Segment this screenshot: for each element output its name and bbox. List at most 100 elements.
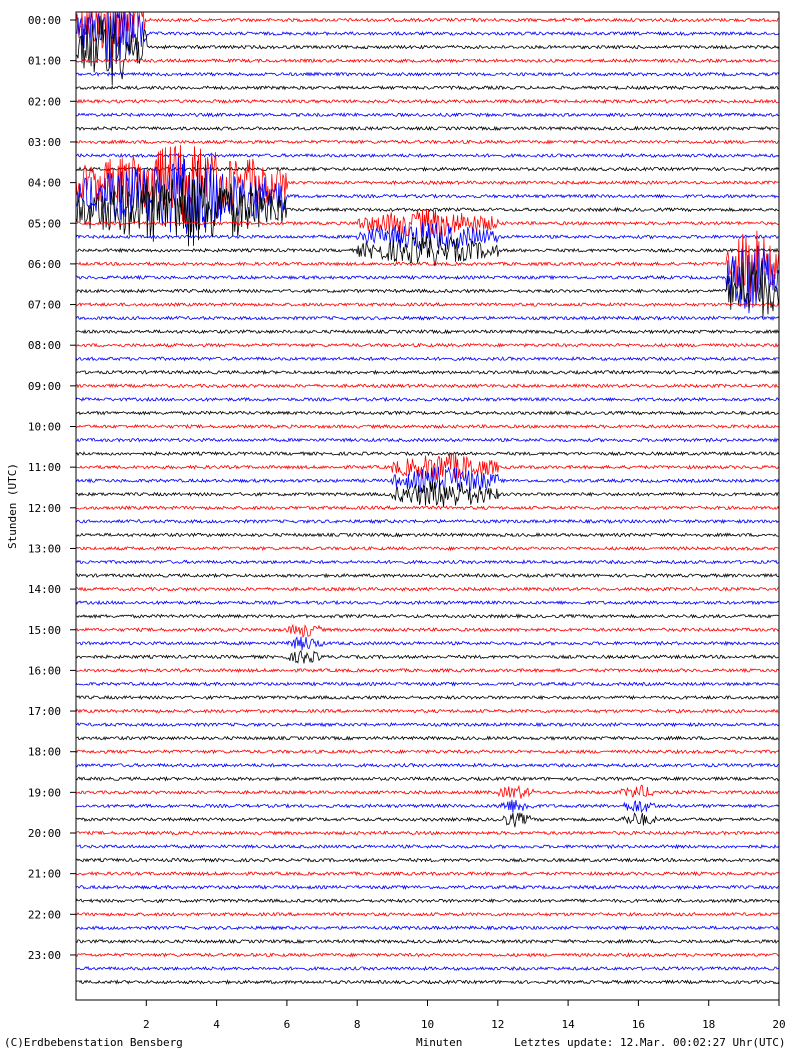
seismic-trace xyxy=(75,139,780,145)
seismic-trace xyxy=(75,911,780,917)
seismic-trace xyxy=(75,450,780,457)
seismic-trace xyxy=(75,222,780,251)
seismic-trace xyxy=(75,85,780,91)
seismic-trace xyxy=(75,870,780,877)
seismic-trace xyxy=(75,649,780,664)
seismic-trace xyxy=(75,830,780,836)
seismic-trace xyxy=(75,667,780,674)
seismic-trace xyxy=(75,466,780,494)
seismic-trace xyxy=(75,979,780,985)
seismic-trace xyxy=(75,748,780,755)
x-tick-label: 6 xyxy=(284,1018,291,1031)
seismic-trace xyxy=(75,559,780,565)
x-ticks: 2 4 6 8 10 12 14 16 18 20 xyxy=(143,1000,786,1031)
seismic-trace xyxy=(75,10,779,58)
seismic-trace xyxy=(75,410,780,416)
seismic-trace xyxy=(75,236,780,267)
y-tick-label: 20:00 xyxy=(28,827,61,840)
seismic-trace xyxy=(75,166,780,172)
seismic-trace xyxy=(75,369,780,376)
y-tick-label: 09:00 xyxy=(28,380,61,393)
seismic-trace xyxy=(75,776,780,782)
seismic-trace xyxy=(75,328,780,335)
y-tick-label: 02:00 xyxy=(28,95,61,108)
y-tick-label: 23:00 xyxy=(28,949,61,962)
seismic-trace xyxy=(75,708,780,714)
seismic-trace xyxy=(75,843,780,850)
seismic-trace xyxy=(75,355,780,362)
seismic-trace xyxy=(76,342,780,348)
y-tick-label: 07:00 xyxy=(28,299,61,312)
seismic-trace xyxy=(75,613,779,620)
y-axis-label: Stunden (UTC) xyxy=(6,463,19,549)
y-tick-label: 21:00 xyxy=(28,868,61,881)
seismic-trace xyxy=(75,11,780,68)
y-tick-label: 15:00 xyxy=(28,624,61,637)
x-tick-label: 2 xyxy=(143,1018,150,1031)
y-tick-label: 00:00 xyxy=(28,14,61,27)
y-tick-label: 06:00 xyxy=(28,258,61,271)
seismic-trace xyxy=(75,98,780,105)
seismic-trace xyxy=(76,208,780,239)
seismic-trace xyxy=(75,799,780,814)
y-tick-label: 12:00 xyxy=(28,502,61,515)
seismic-trace xyxy=(75,857,780,863)
y-tick-label: 10:00 xyxy=(28,421,61,434)
y-tick-label: 16:00 xyxy=(28,664,61,677)
y-tick-label: 03:00 xyxy=(28,136,61,149)
seismic-trace xyxy=(75,884,780,891)
y-tick-label: 17:00 xyxy=(28,705,61,718)
trace-group xyxy=(75,10,780,985)
seismic-trace xyxy=(75,898,780,904)
seismic-trace xyxy=(75,812,780,828)
seismic-trace xyxy=(75,518,780,525)
seismic-trace xyxy=(75,694,780,701)
seismic-trace xyxy=(75,532,779,538)
y-tick-label: 13:00 xyxy=(28,543,61,556)
seismic-trace xyxy=(75,762,780,768)
seismic-trace xyxy=(76,636,780,651)
seismic-trace xyxy=(75,396,780,403)
copyright-credit: (C)Erdbebenstation Bensberg xyxy=(4,1036,183,1049)
x-tick-label: 10 xyxy=(421,1018,434,1031)
y-tick-label: 11:00 xyxy=(28,461,61,474)
seismic-trace xyxy=(75,735,780,741)
y-tick-label: 01:00 xyxy=(28,55,61,68)
x-tick-label: 12 xyxy=(491,1018,504,1031)
seismic-trace xyxy=(75,925,780,931)
seismic-trace xyxy=(75,301,780,308)
seismic-trace xyxy=(75,230,780,302)
y-tick-label: 08:00 xyxy=(28,339,61,352)
y-tick-label: 05:00 xyxy=(28,217,61,230)
seismic-trace xyxy=(75,15,780,86)
seismic-trace xyxy=(75,572,780,579)
seismic-trace xyxy=(75,505,780,511)
seismic-trace xyxy=(75,112,779,118)
y-tick-labels: 00:00 01:00 02:00 03:00 04:00 05:00 06:00 07:00… xyxy=(28,14,76,962)
last-update-text: Letztes update: 12.Mar. 00:02:27 Uhr(UTC… xyxy=(514,1036,786,1049)
seismic-trace xyxy=(75,623,780,639)
y-tick-label: 22:00 xyxy=(28,908,61,921)
seismic-trace xyxy=(75,721,780,728)
seismic-trace xyxy=(75,437,780,443)
y-tick-label: 18:00 xyxy=(28,746,61,759)
seismic-trace xyxy=(75,938,780,945)
seismic-trace xyxy=(75,156,780,234)
x-tick-label: 14 xyxy=(561,1018,575,1031)
seismic-trace xyxy=(75,599,780,606)
seismic-trace xyxy=(75,152,780,159)
x-tick-label: 20 xyxy=(772,1018,785,1031)
seismic-trace xyxy=(75,57,780,64)
x-tick-label: 18 xyxy=(702,1018,715,1031)
seismic-trace xyxy=(75,480,779,508)
seismic-trace xyxy=(75,383,780,389)
seismic-trace xyxy=(75,452,780,480)
seismic-trace xyxy=(75,423,780,430)
x-tick-label: 4 xyxy=(213,1018,220,1031)
seismic-trace xyxy=(75,586,779,592)
y-tick-label: 19:00 xyxy=(28,786,61,799)
seismic-trace xyxy=(75,545,780,552)
x-tick-label: 8 xyxy=(354,1018,361,1031)
x-tick-label: 16 xyxy=(632,1018,645,1031)
